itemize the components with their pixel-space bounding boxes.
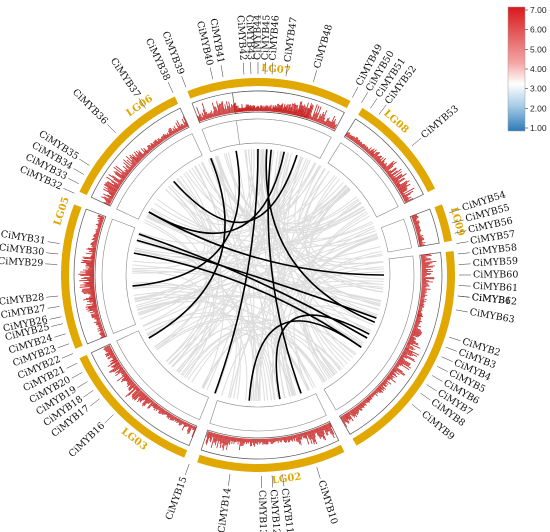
heatmap-frame [116, 330, 209, 421]
synteny-link [248, 320, 362, 401]
synteny-links [132, 148, 385, 401]
chromosome-arc [79, 354, 188, 458]
gene-label: CiMYB30 [0, 242, 45, 258]
gene-label: CiMYB46 [268, 15, 282, 61]
gene-label: CiMYB11 [279, 488, 295, 532]
legend-tick-label: 2.00 [530, 103, 547, 113]
synteny-link [132, 150, 241, 287]
synteny-link [267, 149, 302, 394]
gene-label: CiMYB10 [316, 479, 340, 526]
gene-label: CiMYB37 [108, 56, 143, 100]
chromosome-arc [61, 204, 83, 349]
synteny-link [133, 252, 362, 348]
chromosome-arc [230, 78, 351, 109]
synteny-link [148, 157, 226, 339]
heatmap-frame [209, 393, 327, 432]
gene-label: CiMYB14 [216, 487, 233, 532]
chromosome-label: LG02 [271, 471, 302, 486]
chromosome-arc [352, 250, 455, 446]
legend-tick-label: 6.00 [530, 25, 547, 35]
gene-label: CiMYB44 [253, 15, 264, 60]
background-links [131, 148, 385, 402]
color-legend: 7.00 6.00 5.00 4.00 3.00 2.00 1.00 [507, 5, 547, 133]
gene-label: CiMYB61 [472, 281, 518, 294]
synteny-link [148, 151, 285, 235]
gene-label: CiMYB1 [471, 292, 511, 307]
legend-tick-label: 4.00 [530, 64, 547, 74]
heatmap-frame [235, 118, 332, 159]
chromosome-ideogram [61, 78, 455, 472]
gene-label: CiMYB62 [471, 292, 517, 308]
gene-label: CiMYB36 [70, 87, 110, 127]
chromosome-arc [197, 444, 345, 472]
chromosome-arc [79, 96, 179, 196]
gene-label: CiMYB47 [282, 16, 299, 62]
chromosome-label: LG07 [261, 63, 291, 77]
heatmap-frame [323, 255, 415, 411]
gene-label: CiMYB15 [164, 475, 190, 521]
gene-label: CiMYB59 [472, 256, 518, 269]
gene-label: CiMYB48 [312, 23, 335, 70]
density-frame [90, 107, 190, 207]
heatmap-frame [327, 142, 399, 218]
heatmap-frame [380, 218, 412, 253]
legend-tick-label: 7.00 [530, 5, 547, 15]
chromosome-arc [434, 204, 453, 243]
synteny-link [265, 149, 376, 323]
heatmap-frame [116, 133, 203, 220]
gene-label: CiMYB43 [243, 15, 256, 61]
gene-label: CiMYB60 [473, 270, 518, 281]
legend-tick-label: 5.00 [530, 44, 547, 54]
heatmap-frame [101, 218, 137, 334]
synteny-link [148, 211, 385, 276]
synteny-link [136, 239, 377, 319]
gene-label: CiMYB53 [419, 103, 461, 141]
gene-label: CiMYB58 [471, 242, 517, 258]
chromosome-arc [358, 107, 436, 193]
gene-label: CiMYB12 [268, 489, 282, 532]
gene-label: CiMYB28 [0, 292, 45, 308]
density-frame [409, 208, 440, 248]
gene-label: CiMYB29 [0, 256, 44, 269]
legend-colorbar [507, 6, 526, 132]
gene-label: CiMYB45 [260, 15, 273, 61]
synteny-link [173, 154, 298, 224]
synteny-link [138, 233, 368, 339]
legend-tick-label: 1.00 [530, 123, 547, 133]
synteny-link [275, 314, 370, 400]
gene-label: CiMYB13 [256, 490, 268, 532]
gene-label: CiMYB63 [469, 307, 516, 326]
density-track [78, 101, 437, 451]
legend-tick-label: 3.00 [530, 84, 547, 94]
gene-label: CiMYB42 [234, 15, 248, 61]
